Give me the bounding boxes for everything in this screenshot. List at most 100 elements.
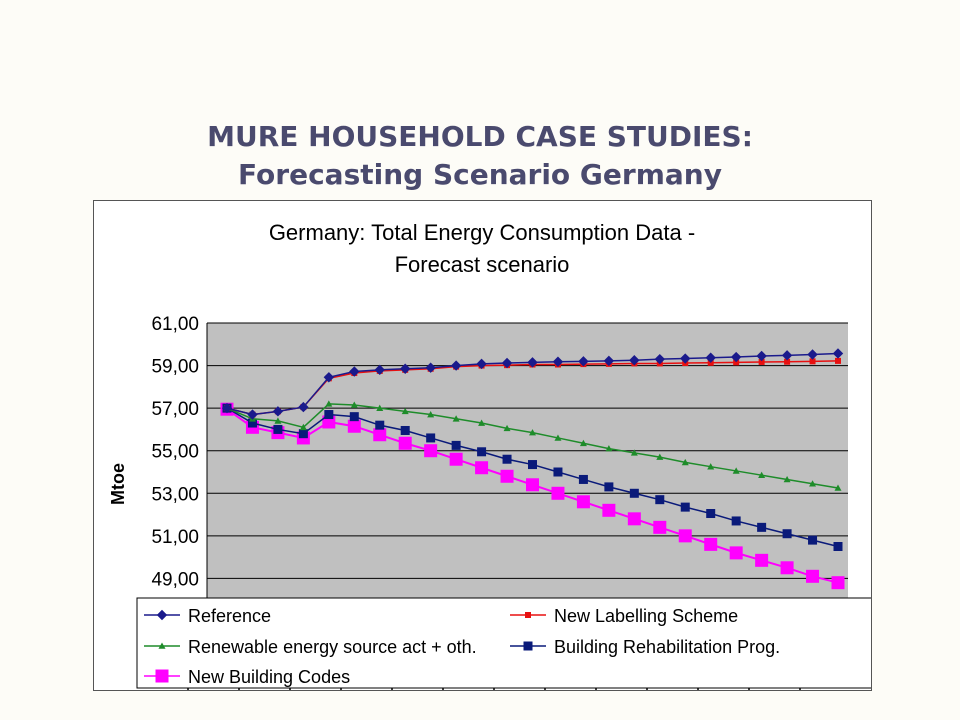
data-point [576,495,590,509]
data-point [834,484,842,491]
legend-label: New Labelling Scheme [554,606,738,626]
data-point [578,356,589,367]
data-point [427,411,435,418]
data-point [373,428,387,442]
chart-title-line1: Germany: Total Energy Consumption Data - [269,220,695,245]
data-point [784,358,791,365]
y-tick-label: 55,00 [151,442,199,463]
data-point [401,407,409,415]
data-point [733,359,740,366]
data-point [298,429,308,439]
data-point [807,349,818,360]
chart-title-line2: Forecast scenario [395,252,570,277]
data-point [705,352,716,363]
data-point [579,439,587,447]
legend-marker [155,669,169,683]
data-point [527,357,538,368]
data-point [325,400,333,407]
data-point [678,529,692,543]
data-point [756,350,767,362]
data-point [425,362,436,373]
data-point [832,348,844,359]
data-point [604,482,614,492]
data-point [806,569,820,583]
data-point [627,512,641,526]
legend-box [136,597,871,689]
y-tick-label: 59,00 [151,357,199,378]
data-point [247,409,258,420]
data-point [552,356,564,367]
data-point [629,488,639,498]
data-point [450,360,462,371]
line-chart: Germany: Total Energy Consumption Data -… [108,220,871,690]
data-point [755,553,769,567]
data-point [809,358,816,365]
data-point [680,502,690,512]
y-tick-label: 61,00 [151,314,199,335]
data-point [605,445,613,452]
data-point [503,424,511,432]
data-point [400,425,410,435]
data-point [529,429,536,436]
data-point [424,444,438,458]
data-point [400,363,411,374]
y-tick-label: 51,00 [151,527,199,548]
data-point [298,401,309,413]
y-tick-label: 57,00 [151,399,199,420]
data-point [731,516,741,526]
legend-label: Renewable energy source act + oth. [188,637,477,657]
data-point [477,447,487,457]
data-point [502,454,512,464]
legend-label: Building Rehabilitation Prog. [554,637,780,657]
data-point [526,478,539,492]
data-point [758,471,766,478]
data-point [553,467,563,477]
chart-frame: Germany: Total Energy Consumption Data -… [93,200,872,691]
data-point [653,520,667,534]
legend-marker [158,642,166,649]
data-point [554,434,562,441]
data-point [730,351,742,363]
data-point [729,546,743,560]
data-point [500,469,514,483]
legend-marker [525,612,531,618]
data-point [656,453,664,460]
data-point [374,364,385,376]
data-point [758,358,765,365]
data-point [451,440,461,450]
data-point [375,420,385,430]
data-point [783,475,791,483]
data-point [630,449,638,456]
data-point [602,503,616,517]
data-point [349,366,360,377]
data-point [349,412,359,422]
data-point [475,461,489,475]
data-point [781,350,793,361]
data-point [476,358,487,370]
data-point [833,542,843,551]
data-point [449,452,463,466]
data-point [706,509,716,519]
data-point [274,417,282,424]
data-point [629,355,640,366]
slide-title-line1: MURE HOUSEHOLD CASE STUDIES: [207,120,753,153]
data-point [273,424,283,434]
data-point [757,522,767,532]
data-point [681,458,689,466]
data-point [782,529,792,539]
y-tick-label: 53,00 [151,484,199,505]
data-point [350,401,358,408]
data-point [732,467,740,474]
data-point [528,460,537,470]
data-point [809,480,817,487]
data-point [376,404,384,411]
data-point [501,357,513,369]
slide-title: MURE HOUSEHOLD CASE STUDIES: Forecasting… [0,118,960,194]
legend-label: Reference [188,606,271,626]
data-point [780,561,794,575]
y-tick-label: 49,00 [151,569,199,590]
data-point [398,436,412,450]
data-point [704,537,718,551]
data-point [655,495,665,505]
data-point [831,576,845,590]
